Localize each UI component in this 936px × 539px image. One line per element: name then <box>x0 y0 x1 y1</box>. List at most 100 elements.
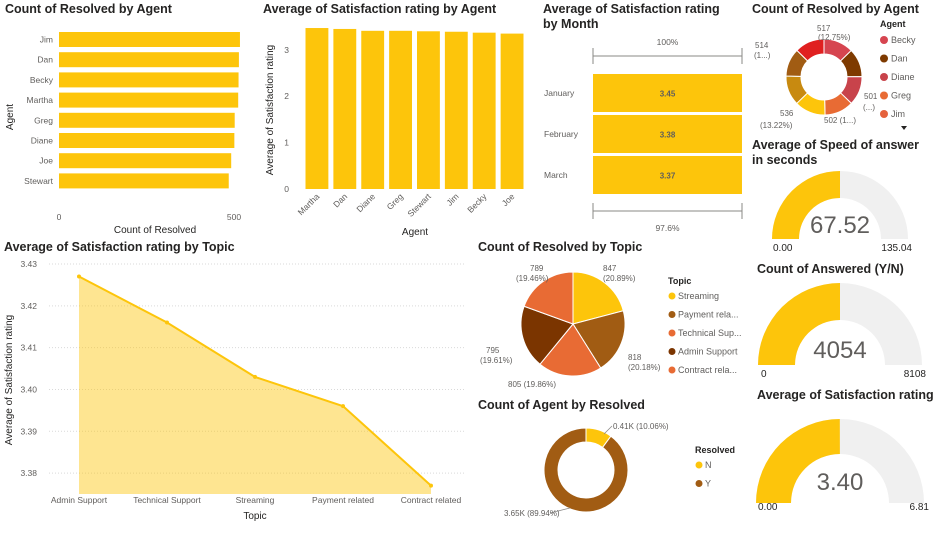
speed-gauge[interactable]: 67.52 0.00 135.04 <box>752 138 934 258</box>
data-point[interactable] <box>253 374 257 379</box>
bar-jim[interactable] <box>59 32 240 47</box>
area-fill <box>79 276 431 494</box>
panel-satisfaction-by-agent: Average of Satisfaction rating by Agent … <box>263 2 533 238</box>
x-axis-label: Topic <box>243 511 266 522</box>
data-label: (12.75%) <box>818 33 851 42</box>
data-point[interactable] <box>165 320 169 325</box>
bar-dan[interactable] <box>333 28 357 190</box>
y-axis-label: Agent <box>5 104 16 130</box>
y-tick-label: Martha <box>27 95 54 105</box>
data-label: 789 <box>530 264 544 273</box>
y-tick-label: 3.41 <box>20 343 37 353</box>
chart-title: Average of Speed of answer in seconds <box>752 138 919 167</box>
data-label: (...) <box>863 103 875 112</box>
legend-marker-n <box>695 461 703 469</box>
bar-martha[interactable] <box>59 92 239 108</box>
bar-jim[interactable] <box>444 31 468 189</box>
bar-diane[interactable] <box>361 30 385 189</box>
satisfaction-by-month-funnel[interactable]: 100% 3.45 January 3.38 February 3.37 March 97.6… <box>543 2 748 238</box>
pie-slice-1[interactable] <box>572 310 626 369</box>
data-label: 0.41K (10.06%) <box>613 422 669 431</box>
gauge-fill[interactable] <box>758 283 840 365</box>
funnel-bar-march[interactable] <box>593 156 742 194</box>
donut-slice-stewart[interactable] <box>796 38 825 62</box>
panel-satisfaction-by-month: Average of Satisfaction rating by Month … <box>543 2 748 238</box>
donut-slice-y[interactable] <box>543 427 629 513</box>
x-tick-label: Stewart <box>405 191 433 219</box>
x-tick-label: Becky <box>465 191 489 215</box>
gauge-value: 67.52 <box>810 212 870 239</box>
data-label: (13.22%) <box>760 121 793 130</box>
bar-joe[interactable] <box>59 153 232 169</box>
bar-dan[interactable] <box>59 52 239 68</box>
y-tick-label: 3 <box>284 45 289 55</box>
legend-label: Dan <box>891 54 908 64</box>
legend-title: Agent <box>880 19 906 29</box>
data-label: 3.65K (89.94%) <box>504 509 560 518</box>
gauge-fill[interactable] <box>756 419 840 503</box>
funnel-bar-january[interactable] <box>593 74 742 112</box>
bar-stewart[interactable] <box>417 31 440 190</box>
pie-slice-3[interactable] <box>520 305 574 365</box>
funnel-data-label: 3.37 <box>660 172 676 181</box>
gauge-min-label: 0.00 <box>773 243 793 254</box>
x-tick-label: Dan <box>331 191 349 209</box>
legend-title: Resolved <box>695 445 735 455</box>
satisfaction-by-agent-chart[interactable]: 0 1 2 3 Martha Dan Diane Greg Stewart Jim Becky Joe… <box>263 2 533 238</box>
gauge-fill[interactable] <box>772 171 840 239</box>
x-tick-label: Admin Support <box>51 495 108 505</box>
bar-diane[interactable] <box>59 133 235 148</box>
bar-martha[interactable] <box>305 28 329 190</box>
funnel-category-label: February <box>544 129 579 139</box>
satisfaction-gauge[interactable]: 3.40 0.00 6.81 <box>752 388 934 536</box>
data-point[interactable] <box>429 483 433 488</box>
legend-scroll-down-icon[interactable] <box>901 126 907 130</box>
funnel-category-label: January <box>544 88 575 98</box>
data-label: 501 <box>864 92 878 101</box>
panel-answered-gauge: Count of Answered (Y/N) 4054 0 8108 <box>752 262 934 384</box>
legend-marker-y <box>695 480 703 487</box>
x-tick-label: Technical Support <box>133 495 201 505</box>
data-label: 847 <box>603 264 617 273</box>
legend-label: Contract rela... <box>678 365 737 375</box>
funnel-data-label: 3.38 <box>660 131 676 140</box>
resolved-by-agent-bar-chart[interactable]: Jim Dan Becky Martha Greg Diane Joe Stewart 0 500… <box>5 2 250 238</box>
x-tick-label: Contract related <box>401 495 462 505</box>
legend-label: Y <box>705 479 711 489</box>
bar-becky[interactable] <box>59 72 239 88</box>
panel-resolved-by-topic: Count of Resolved by Topic 847 (20.89%) 81… <box>478 240 748 395</box>
bar-stewart[interactable] <box>59 173 229 189</box>
pie-slice-2[interactable] <box>539 323 602 377</box>
bar-joe[interactable] <box>500 33 524 189</box>
funnel-bar-february[interactable] <box>593 115 742 153</box>
x-tick-label: Jim <box>444 191 460 207</box>
leader-line <box>603 425 613 435</box>
legend-marker-jim <box>880 110 888 118</box>
data-label: (20.18%) <box>628 363 661 372</box>
data-point[interactable] <box>341 404 345 409</box>
y-tick-label: 3.40 <box>20 384 37 394</box>
pie-slice-0[interactable] <box>572 271 624 325</box>
bar-greg[interactable] <box>59 112 235 128</box>
resolved-by-agent-donut[interactable]: 517(12.75%) 514(1...) 501 (...) 502 (1...) 53… <box>752 2 934 137</box>
y-tick-label: 3.38 <box>20 468 37 478</box>
bar-becky[interactable] <box>472 32 496 189</box>
bar-greg[interactable] <box>389 30 412 189</box>
y-tick-label: 1 <box>284 138 289 148</box>
gauge-max-label: 6.81 <box>910 502 930 513</box>
y-tick-label: 2 <box>284 91 289 101</box>
y-tick-label: 3.39 <box>20 426 37 436</box>
y-tick-label: Jim <box>40 35 53 45</box>
pie-slice-4[interactable] <box>523 271 574 325</box>
satisfaction-by-topic-area[interactable]: 3.38 3.39 3.40 3.41 3.42 3.43 Admin Support Tec… <box>4 240 474 536</box>
x-tick-label: Martha <box>296 191 322 217</box>
y-tick-label: Joe <box>39 156 53 166</box>
x-tick-label: Diane <box>354 191 377 214</box>
data-point[interactable] <box>77 274 81 279</box>
data-label: 502 (1...) <box>824 116 856 125</box>
legend-label: Diane <box>891 72 915 82</box>
answered-gauge[interactable]: 4054 0 8108 <box>752 262 934 384</box>
agent-by-resolved-donut[interactable]: 0.41K (10.06%) 3.65K (89.94%) Resolved NY <box>478 398 748 536</box>
resolved-by-topic-pie[interactable]: 847(20.89%)818(20.18%)805 (19.86%)795(19… <box>478 240 748 395</box>
y-tick-label: Dan <box>37 55 53 65</box>
